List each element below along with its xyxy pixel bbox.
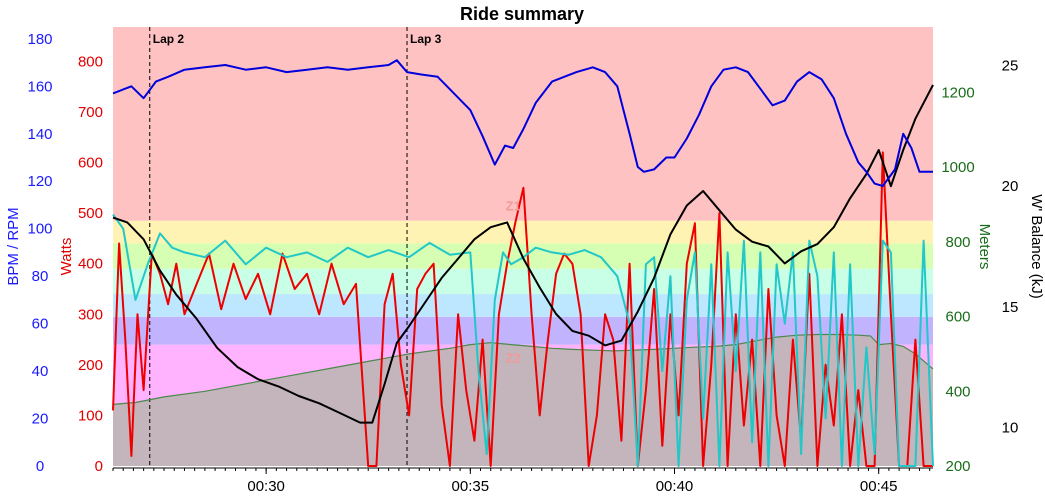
wbal-tick-label: 10 [1002,419,1019,436]
zone-label-z2: Z2 [506,350,521,365]
meters-tick-label: 1000 [941,159,974,176]
bpm-tick-label: 20 [32,411,49,428]
bpm-tick-label: 60 [32,316,49,333]
chart-title: Ride summary [460,4,584,24]
altitude-area [113,334,933,466]
altitude-fill [113,334,933,466]
series-w-balance [112,84,934,424]
series-heart-rate [112,59,933,187]
x-tick-label: 00:40 [656,478,694,495]
series-altitude [112,333,934,405]
wbal-tick-label: 20 [1002,178,1019,195]
series-lines [112,59,934,467]
bpm-tick-label: 80 [32,268,49,285]
wbal-tick-label: 25 [1002,58,1019,75]
x-tick-label: 00:30 [247,478,285,495]
lap-markers: Lap 2 Lap 3 [149,27,442,468]
meters-tick-label: 400 [945,383,970,400]
wbal-axis-label: W' Balance (kJ) [1028,194,1045,299]
wbal-tick-label: 15 [1002,299,1019,316]
bpm-tick-label: 180 [27,31,52,48]
meters-axis-label: Meters [976,224,993,270]
bpm-tick-label: 160 [27,78,52,95]
bpm-tick-label: 140 [27,126,52,143]
watts-tick-label: 100 [78,407,103,424]
watts-tick-label: 500 [78,205,103,222]
meters-tick-label: 1200 [941,84,974,101]
meters-tick-label: 800 [945,234,970,251]
axes: 00:30 00:35 00:40 00:4502040608010012014016… [5,31,1045,495]
watts-tick-label: 0 [95,458,103,475]
bpm-tick-label: 40 [32,363,49,380]
x-tick-label: 00:35 [452,478,490,495]
bpm-tick-label: 100 [27,221,52,238]
watts-tick-label: 700 [78,104,103,121]
bpm-axis-label: BPM / RPM [5,207,22,285]
watts-axis-label: Watts [58,238,75,276]
meters-tick-label: 200 [945,458,970,475]
x-tick-label: 00:45 [860,478,898,495]
zone-band-z6 [113,220,933,244]
bpm-tick-label: 120 [27,173,52,190]
meters-tick-label: 600 [945,309,970,326]
bpm-tick-label: 0 [36,458,44,475]
watts-tick-label: 300 [78,306,103,323]
zone-labels: Z1 Z2 [506,199,521,366]
lap-label-lap-3: Lap 3 [410,32,442,46]
series-cadence [112,213,934,467]
zone-label-z1: Z1 [506,199,521,214]
watts-tick-label: 200 [78,357,103,374]
watts-tick-label: 600 [78,155,103,172]
watts-tick-label: 400 [78,256,103,273]
lap-label-lap-2: Lap 2 [153,32,185,46]
watts-tick-label: 800 [78,53,103,70]
